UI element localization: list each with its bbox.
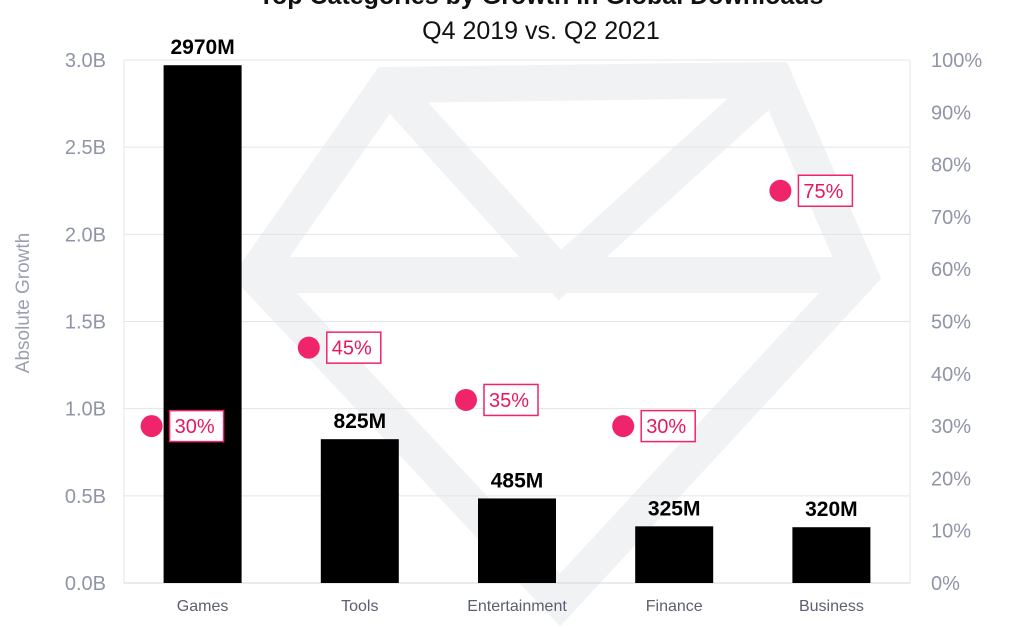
bar-data-label: 485M [491, 469, 544, 492]
point-data-label: 75% [803, 181, 843, 203]
bar-data-label: 825M [334, 410, 387, 433]
point-label-box [483, 383, 539, 417]
y-tick-label: 0.0B [65, 573, 106, 595]
watermark-gem-icon [231, 61, 882, 627]
y2-tick-label: 70% [931, 207, 971, 229]
bar [635, 526, 714, 583]
data-point [769, 179, 792, 202]
bar [478, 498, 556, 583]
bar-data-label: 325M [648, 497, 701, 520]
data-point [455, 388, 477, 411]
y2-tick-label: 40% [931, 364, 971, 386]
point-label-box [168, 409, 225, 443]
y2-tick-label: 80% [931, 155, 971, 177]
bar-layer: 2970M 825M 485M 325M 320M [163, 36, 871, 584]
data-point [612, 415, 635, 438]
point-label-box [326, 331, 382, 364]
x-tick-label: Business [799, 598, 864, 615]
y-tick-label: 0.5B [65, 486, 106, 508]
x-tick-label: Entertainment [467, 598, 567, 615]
bar [320, 439, 399, 583]
bar-data-label: 2970M [170, 36, 234, 59]
point-label-box [797, 174, 854, 207]
x-tick-label: Games [177, 598, 229, 615]
y-tick-label: 2.5B [65, 137, 106, 159]
y-tick-label: 1.5B [65, 312, 106, 334]
bar-data-label: 320M [805, 498, 858, 521]
point-layer: 30% 45% 35% 30% 75% [140, 174, 854, 443]
x-tick-label: Tools [341, 598, 378, 615]
point-data-label: 35% [489, 390, 529, 412]
y-tick-label: 3.0B [65, 50, 106, 72]
point-data-label: 30% [175, 416, 215, 438]
axis-layer: 0.0B 0.5B 1.0B 1.5B 2.0B 2.5B 3.0B 0% 10% 20% 30% 4… [65, 50, 983, 615]
y2-tick-label: 30% [931, 416, 971, 438]
data-point [297, 336, 320, 359]
point-data-label: 45% [332, 338, 372, 360]
y2-tick-label: 10% [931, 521, 971, 543]
data-point [140, 415, 163, 438]
chart-title: Top Categories by Growth in Global Downl… [259, 0, 824, 10]
y2-tick-label: 100% [931, 50, 982, 72]
y2-tick-label: 20% [931, 468, 971, 490]
y2-tick-label: 0% [931, 573, 960, 595]
y-tick-label: 1.0B [65, 399, 106, 421]
chart-subtitle: Q4 2019 vs. Q2 2021 [422, 17, 660, 45]
point-label-box [640, 409, 696, 443]
y2-tick-label: 50% [931, 312, 971, 334]
y-tick-label: 2.0B [65, 224, 106, 246]
y2-tick-label: 90% [931, 102, 971, 124]
bar [163, 65, 242, 584]
y2-tick-label: 60% [931, 259, 971, 281]
y-axis-label: Absolute Growth [13, 233, 34, 373]
bar [792, 527, 871, 583]
point-data-label: 30% [646, 416, 686, 438]
x-tick-label: Finance [646, 598, 703, 615]
